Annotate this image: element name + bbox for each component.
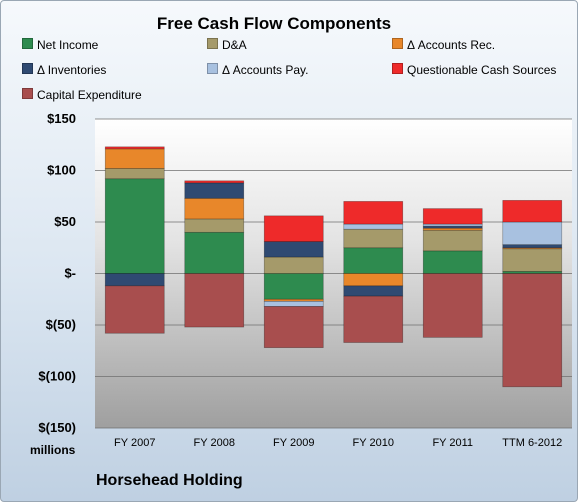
bar-segment: [502, 244, 563, 249]
bar-segment: [263, 256, 324, 274]
legend-item: Δ Accounts Rec.: [392, 38, 495, 52]
legend-item: D&A: [207, 38, 247, 52]
bar-segment: [104, 285, 165, 334]
legend-item: Net Income: [22, 38, 98, 52]
x-tick-label: FY 2008: [194, 437, 235, 449]
bar-segment: [104, 178, 165, 274]
bar-segment: [343, 201, 404, 225]
legend-label: Questionable Cash Sources: [407, 63, 557, 77]
bar-segment: [184, 182, 245, 199]
bar-segment: [263, 273, 324, 300]
legend-label: Δ Accounts Pay.: [222, 63, 309, 77]
bar-segment: [184, 180, 245, 184]
y-tick-label: $100: [47, 163, 76, 178]
bar-segment: [263, 306, 324, 349]
y-tick-label: $150: [47, 111, 76, 126]
bar-segment: [343, 228, 404, 249]
bar-segment: [104, 273, 165, 287]
bar-segment: [343, 247, 404, 274]
legend-swatch: [392, 63, 403, 74]
bar-segment: [184, 273, 245, 328]
bar-segment: [184, 231, 245, 274]
legend-swatch: [392, 38, 403, 49]
legend-swatch: [22, 63, 33, 74]
chart-title: Free Cash Flow Components: [156, 14, 392, 33]
legend-swatch: [207, 38, 218, 49]
legend-label: D&A: [222, 38, 247, 52]
bar-segment: [104, 168, 165, 180]
bar-segment: [263, 241, 324, 258]
legend-item: Δ Accounts Pay.: [207, 63, 309, 77]
x-tick-label: TTM 6-2012: [502, 437, 562, 449]
legend-label: Net Income: [37, 38, 99, 52]
legend-item: Capital Expenditure: [22, 88, 142, 102]
legend-swatch: [22, 88, 33, 99]
bar-segment: [502, 273, 563, 388]
bar-segment: [502, 200, 563, 223]
bar-segment: [422, 229, 483, 252]
bar-segment: [184, 218, 245, 233]
bar-segment: [422, 273, 483, 338]
bar-segment: [343, 285, 404, 297]
y-tick-label: $(100): [38, 369, 76, 384]
legend-label: Capital Expenditure: [37, 88, 142, 102]
x-tick-label: FY 2009: [273, 437, 314, 449]
bar-segment: [343, 273, 404, 287]
y-tick-label: $(50): [46, 317, 76, 332]
bar-segment: [263, 215, 324, 242]
legend-label: Δ Accounts Rec.: [407, 38, 496, 52]
y-tick-label: $(150): [38, 420, 76, 435]
legend: Net Income D&A Δ Accounts Rec. Δ Inventorie…: [0, 0, 578, 110]
legend-item: Δ Inventories: [22, 63, 106, 77]
x-tick-label: FY 2010: [353, 437, 394, 449]
x-tick-label: FY 2011: [432, 437, 473, 449]
legend-item: Questionable Cash Sources: [392, 63, 556, 77]
bar-segment: [263, 300, 324, 307]
bar-segment: [422, 208, 483, 225]
legend-label: Δ Inventories: [37, 63, 107, 77]
bar-segment: [343, 223, 404, 230]
x-tick-label: FY 2007: [114, 437, 155, 449]
legend-swatch: [207, 63, 218, 74]
bar-segment: [343, 295, 404, 343]
y-unit-label: millions: [30, 443, 76, 457]
bar-segment: [502, 248, 563, 272]
bar-segment: [184, 197, 245, 220]
bar-segment: [502, 221, 563, 246]
y-tick-label: $50: [54, 214, 76, 229]
bar-segment: [422, 250, 483, 274]
bar-segment: [104, 146, 165, 150]
company-name: Horsehead Holding: [96, 472, 243, 489]
bar-segment: [104, 148, 165, 169]
legend-swatch: [22, 38, 33, 49]
y-tick-label: $-: [64, 266, 76, 281]
